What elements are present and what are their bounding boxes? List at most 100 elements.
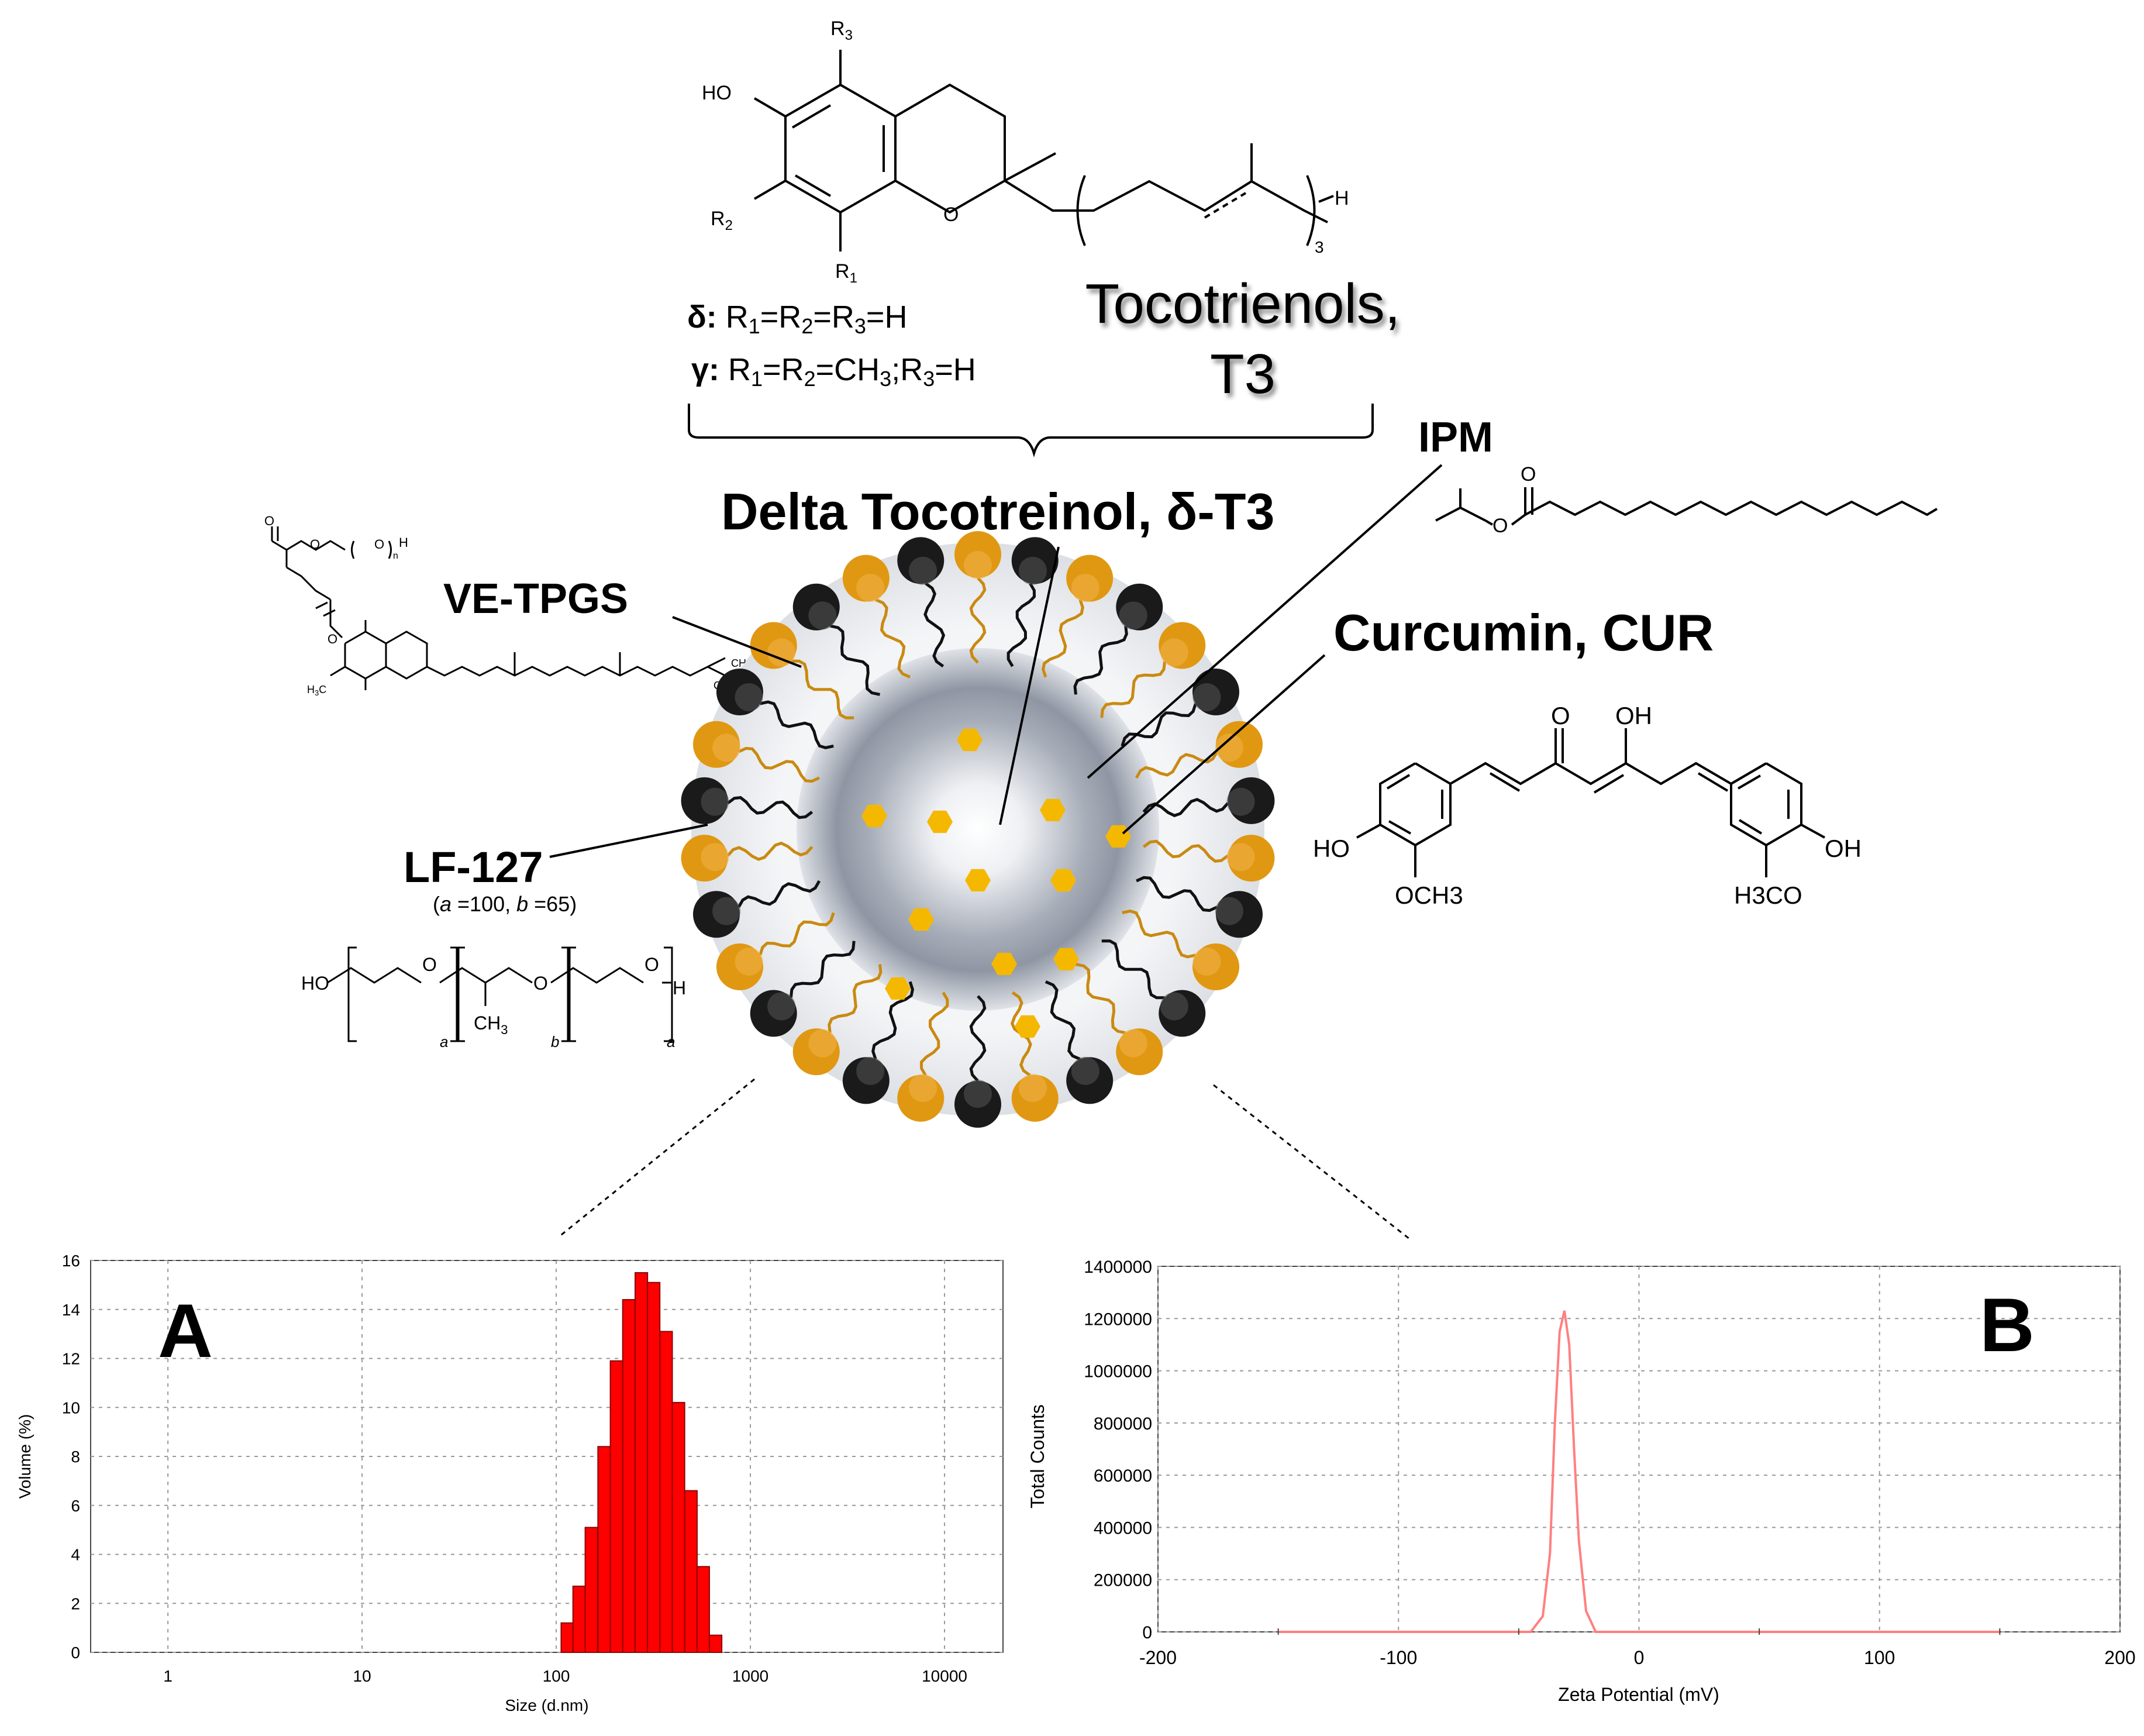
vetpgs-head: [842, 1056, 890, 1104]
lf127-o2: O: [533, 973, 548, 994]
component-labels: Delta Tocotreinol, δ-T3 IPM Curcumin, CU…: [404, 414, 1714, 916]
vetpgs-head: [1226, 777, 1275, 824]
lf127-pointer: [549, 824, 708, 858]
chart-a-ytick: 16: [62, 1252, 80, 1270]
surfactant-tail: [1101, 939, 1165, 1000]
chart-b-ytick: 1200000: [1084, 1310, 1152, 1329]
chart-a-bar: [708, 1634, 723, 1653]
chart-a-xtick: 10: [353, 1667, 371, 1685]
surfactant-tail: [760, 700, 834, 749]
chart-a-ytick: 12: [62, 1350, 80, 1368]
chart-a-xtick: 100: [543, 1667, 570, 1685]
chart-a-xtick: 1: [163, 1667, 173, 1685]
chart-b-ytick: 0: [1142, 1623, 1152, 1642]
chart-b-xtick: -100: [1380, 1647, 1417, 1668]
chart-b-ytick: 800000: [1094, 1414, 1152, 1434]
curcumin-hexagon: [1053, 948, 1079, 971]
surfactant-tail: [1045, 980, 1081, 1061]
surfactant-tail: [829, 624, 881, 696]
surfactant-tail: [1142, 839, 1229, 863]
curcumin-hexagon: [991, 952, 1017, 976]
vetpgs-head: [1116, 583, 1163, 631]
lf127-head: [897, 1074, 945, 1122]
chart-a-bars: [560, 1272, 723, 1653]
curcumin-o: O: [1551, 702, 1570, 729]
lf127-head: [693, 721, 741, 768]
curcumin-hexagon: [885, 977, 911, 1000]
lf127-head: [1159, 622, 1206, 669]
vetpgs-head: [1192, 669, 1240, 715]
chart-b-xtick: -200: [1139, 1647, 1177, 1668]
curcumin-hexagon: [908, 908, 934, 931]
surfactant-tail: [969, 995, 987, 1082]
chart-b-series-line: [1278, 1310, 2000, 1633]
lf127-head: [792, 1028, 840, 1076]
surfactant-tail: [871, 981, 914, 1060]
tocotrienol-structure-labels: R3 HO R2 R1 O H 3: [702, 18, 1349, 286]
tocotrienols-line1: Tocotrienols,: [1085, 273, 1401, 335]
vetpgs-h3c: H3C: [307, 684, 326, 697]
curly-brace: [688, 404, 1374, 458]
lf127-params: (a =100, b =65): [433, 892, 577, 916]
surfactant-tail: [1042, 599, 1084, 678]
vetpgs-head: [681, 777, 729, 824]
curcumin-hexagon: [957, 728, 983, 752]
vetpgs-label: VE-TPGS: [443, 576, 628, 622]
curcumin-hexagon: [861, 804, 887, 828]
r1-label: R1: [835, 260, 857, 286]
chart-a-bar: [659, 1331, 673, 1653]
vetpgs-h: H: [399, 535, 408, 550]
vetpgs-head: [954, 1080, 1001, 1128]
gamma-r-groups: γ: R1=R2=CH3;R3=H: [691, 352, 976, 391]
nanoparticle-core: [797, 648, 1159, 1011]
chart-a-ytick: 2: [71, 1594, 80, 1613]
chart-a-bar: [560, 1622, 574, 1653]
chart-a-ytick: 6: [71, 1497, 80, 1515]
chart-a-bar: [584, 1527, 598, 1653]
ipm-structure: [1435, 487, 1938, 526]
nanoparticle: [681, 531, 1275, 1128]
lf127-ch3: CH3: [474, 1012, 508, 1037]
chart-b-line-group: [1277, 1310, 2001, 1635]
curcumin-oh-top: OH: [1615, 702, 1652, 729]
lf127-sub-a1: a: [440, 1033, 448, 1050]
curcumin-structure-labels: O OH HO OCH3 OH H3CO: [1313, 702, 1862, 909]
curcumin-molecules: [861, 728, 1131, 1038]
chart-a-xlabel: Size (d.nm): [505, 1696, 588, 1714]
curcumin-hexagon: [1050, 869, 1076, 892]
surfactant-tail: [759, 912, 835, 956]
surfactant-tail: [1136, 876, 1218, 912]
ipm-o2: O: [1521, 463, 1536, 485]
lf127-h: H: [673, 977, 686, 998]
vetpgs-o1: O: [264, 514, 274, 528]
chart-b-ticks: 0 200000 400000 600000 800000 1000000 1200000 1…: [1084, 1258, 2135, 1668]
lf127-head: [1215, 721, 1263, 768]
vetpgs-n: n: [393, 551, 398, 561]
vetpgs-head: [750, 990, 797, 1037]
surfactant-tail: [791, 659, 854, 719]
vetpgs-pointer: [672, 616, 802, 668]
curcumin-h3co: H3CO: [1734, 881, 1802, 909]
tocotrienols-line2: T3: [1210, 343, 1276, 405]
curcumin-hexagon: [1040, 798, 1066, 822]
pointer-lines: [549, 464, 1443, 858]
chart-a-bar: [597, 1446, 611, 1653]
surfactant-tail: [737, 746, 820, 783]
surfactant-tail: [1073, 625, 1128, 695]
surfactant-tail: [1122, 910, 1196, 959]
vetpgs-o4: O: [328, 632, 337, 646]
lf127-structure-labels: HO O O O H CH3 a b a: [301, 954, 686, 1050]
vetpgs-head: [693, 891, 741, 938]
ipm-label: IPM: [1418, 414, 1493, 461]
chart-a: 0 2 4 6 8 10 12 14 16 1 10 100 1000 10000 Size (d.nm)…: [16, 1252, 1004, 1714]
vetpgs-o2: O: [310, 537, 320, 552]
chart-a-ytick: 10: [62, 1399, 80, 1417]
chart-a-ytick: 4: [71, 1546, 80, 1564]
surfactant-tail: [969, 577, 987, 664]
curcumin-hexagon: [1015, 1015, 1040, 1038]
chart-b-ytick: 600000: [1094, 1466, 1152, 1486]
vetpgs-head: [792, 583, 840, 631]
ipm-o1: O: [1492, 515, 1508, 537]
r2-label: R2: [711, 208, 733, 233]
